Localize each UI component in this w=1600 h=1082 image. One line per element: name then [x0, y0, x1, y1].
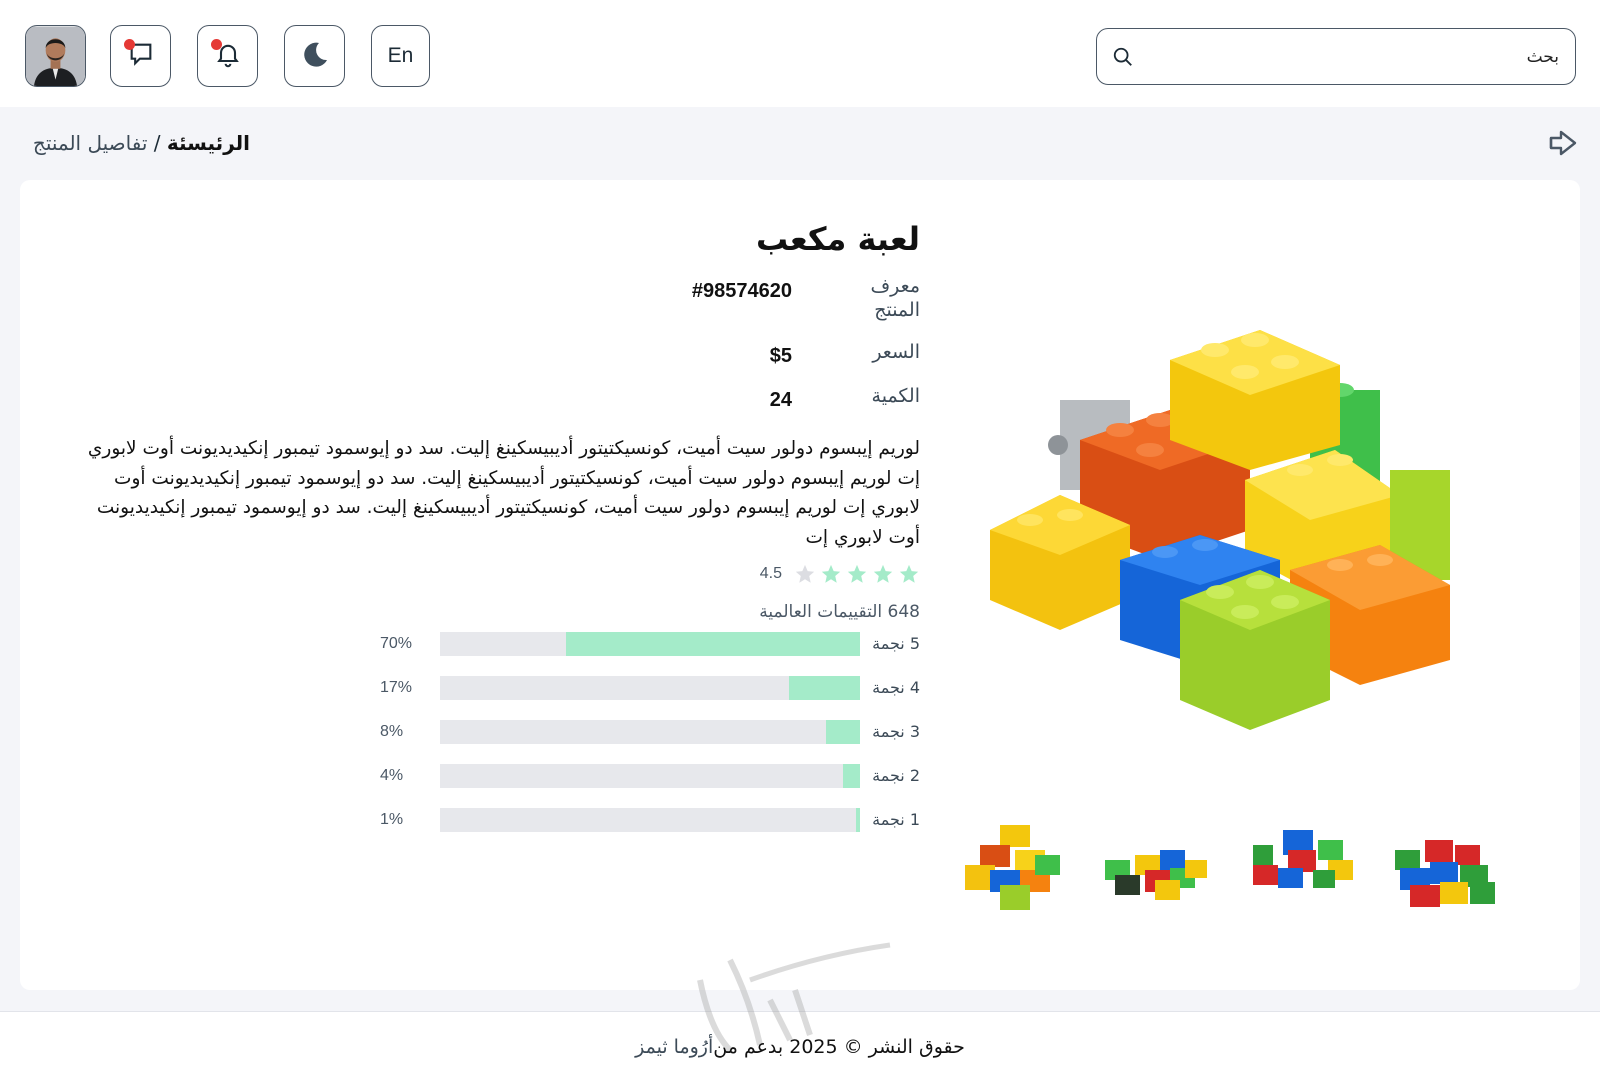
rating-bar-track: [440, 632, 860, 656]
avatar[interactable]: [25, 25, 86, 87]
rating-bar-percent: 17%: [380, 679, 413, 696]
star-icon: [821, 564, 841, 583]
rating-bar-2: 2 نجمة 4%: [380, 764, 920, 788]
watermark-logo: [697, 942, 891, 1053]
rating-stars: 4.5: [760, 563, 920, 585]
star-empty-icon: [795, 564, 815, 583]
rating-bar-fill: [843, 764, 860, 788]
bell-icon: [214, 40, 242, 72]
breadcrumb-home[interactable]: الرئيسئة: [166, 131, 250, 155]
rating-bar-percent: 8%: [380, 723, 404, 740]
moon-icon: [300, 39, 330, 73]
rating-bar-label: 1 نجمة: [872, 810, 920, 829]
rating-bar-label: 5 نجمة: [872, 634, 920, 653]
quantity-value: 24: [769, 389, 792, 411]
product-main-image: [990, 330, 1450, 730]
price-label: السعر: [872, 341, 920, 363]
notification-dot: [211, 39, 222, 50]
rating-bar-track: [440, 720, 860, 744]
rating-bar-percent: 70%: [380, 635, 413, 652]
search-box[interactable]: [1096, 28, 1576, 85]
rating-bar-4: 4 نجمة 17%: [380, 676, 920, 700]
breadcrumb: الرئيسئة / تفاصيل المنتج: [33, 131, 250, 155]
product-id-value: #98574620: [691, 280, 792, 302]
rating-bar-fill: [826, 720, 860, 744]
footer-brand-link[interactable]: أرُوما ثيمز: [635, 1036, 714, 1058]
footer: حقوق النشر © 2025 بدعم من أرُوما ثيمز: [0, 1012, 1600, 1082]
product-description: لوريم إيبسوم دولور سيت أميت، كونسيكتيتور…: [87, 438, 920, 548]
rating-bar-percent: 1%: [380, 811, 404, 828]
product-thumbnail-1[interactable]: [960, 820, 1072, 915]
message-dot: [124, 39, 135, 50]
dark-mode-button[interactable]: [284, 25, 345, 87]
rating-bar-fill: [788, 676, 860, 700]
product-title: لعبة مكعب: [755, 220, 920, 258]
rating-bar-label: 4 نجمة: [872, 678, 920, 697]
rating-value: 4.5: [759, 565, 782, 582]
star-icon: [873, 564, 893, 583]
star-icon: [899, 564, 919, 583]
rating-bar-percent: 4%: [380, 767, 404, 784]
rating-bar-label: 2 نجمة: [872, 766, 920, 785]
rating-bar-label: 3 نجمة: [872, 722, 920, 741]
product-card: لعبة مكعب معرف المنتج #98574620 السعر $5…: [20, 180, 1580, 990]
breadcrumb-separator: /: [153, 131, 161, 155]
product-id-label: معرف المنتج: [870, 275, 920, 321]
rating-bar-track: [440, 676, 860, 700]
messages-button[interactable]: [110, 25, 171, 87]
total-ratings: 648 التقييمات العالمية: [759, 602, 920, 622]
rating-bar-5: 5 نجمة 70%: [380, 632, 920, 656]
product-thumbnail-3[interactable]: [1248, 820, 1360, 915]
rating-bar-fill: [566, 632, 860, 656]
rating-bar-track: [440, 764, 860, 788]
price-value: $5: [769, 345, 792, 367]
back-button[interactable]: [1546, 130, 1580, 160]
copyright-text: حقوق النشر © 2025 بدعم من: [713, 1036, 965, 1058]
top-header: En: [0, 0, 1600, 107]
arrow-right-icon: [1547, 129, 1579, 161]
breadcrumb-current: تفاصيل المنتج: [32, 131, 148, 155]
chat-icon: [127, 40, 155, 72]
search-icon[interactable]: [1111, 45, 1135, 69]
language-button[interactable]: En: [371, 25, 430, 87]
quantity-label: الكمية: [871, 385, 920, 407]
star-icon: [847, 564, 867, 583]
rating-bar-3: 3 نجمة 8%: [380, 720, 920, 744]
product-thumbnail-2[interactable]: [1100, 820, 1212, 915]
search-input[interactable]: [1135, 46, 1559, 67]
rating-bar-track: [440, 808, 860, 832]
product-thumbnail-4[interactable]: [1390, 820, 1502, 915]
notifications-button[interactable]: [197, 25, 258, 87]
rating-bar-fill: [855, 808, 860, 832]
rating-bar-1: 1 نجمة 1%: [380, 808, 920, 832]
